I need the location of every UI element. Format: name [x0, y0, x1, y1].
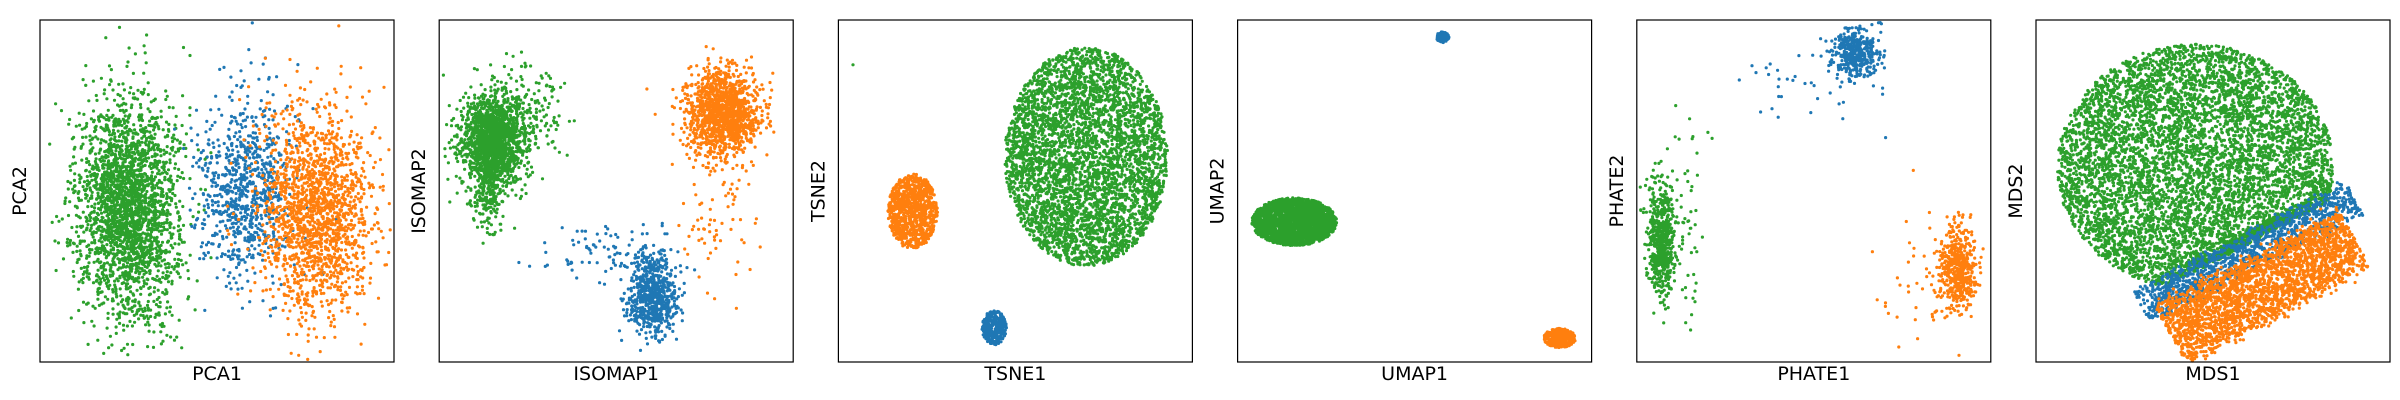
scatter-series-green-0	[1250, 196, 1339, 247]
scatter-series-orange-4	[653, 75, 762, 310]
scatter-series-orange-5	[1870, 168, 1985, 357]
scatter-series-green-0	[48, 25, 213, 357]
scatter-series-orange-1	[886, 172, 940, 250]
scatter-series-blue-5	[617, 221, 686, 352]
pca-plot-frame	[39, 19, 395, 363]
pca-x-axis-label: PCA1	[192, 363, 242, 385]
scatter-series-orange-2	[226, 24, 392, 361]
scatter-series-orange-3	[645, 45, 776, 206]
scatter-series-blue-1	[1435, 30, 1451, 45]
umap-points	[1250, 30, 1577, 350]
panel-isomap: ISOMAP1 ISOMAP2	[408, 19, 794, 385]
umap-plot-frame	[1236, 19, 1593, 363]
pca-y-axis-label: PCA2	[9, 166, 31, 216]
tsne-x-axis-label: TSNE1	[983, 363, 1046, 385]
scatter-series-blue-2	[980, 309, 1008, 347]
isomap-plot-frame	[438, 19, 794, 363]
umap-x-axis-label: UMAP1	[1381, 363, 1448, 385]
scatter-series-green-2	[500, 50, 576, 181]
scatter-series-green-0	[441, 52, 556, 230]
tsne-plot-frame	[837, 19, 1194, 363]
mds-y-axis-label: MDS2	[2005, 163, 2027, 218]
scatter-series-green-1	[1660, 104, 1714, 332]
panel-phate: PHATE1 PHATE2	[1606, 19, 1992, 385]
scatter-series-orange-4	[1927, 210, 1983, 319]
scatter-series-blue-3	[1737, 48, 1888, 140]
mds-points	[2056, 42, 2370, 363]
scatter-series-orange-2	[1542, 326, 1577, 350]
phate-x-axis-label: PHATE1	[1777, 363, 1850, 385]
phate-y-axis-label: PHATE2	[1606, 155, 1628, 228]
scatter-series-blue-6	[517, 223, 697, 286]
panel-tsne: TSNE1 TSNE2	[807, 19, 1194, 385]
isomap-y-axis-label: ISOMAP2	[408, 148, 430, 234]
panel-pca: PCA1 PCA2	[9, 19, 395, 385]
scatter-series-blue-2	[1819, 21, 1887, 90]
scatter-series-green-0	[2056, 42, 2334, 288]
isomap-points	[441, 45, 776, 352]
panel-umap: UMAP1 UMAP2	[1207, 19, 1593, 385]
phate-points	[1638, 21, 1985, 357]
panel-mds: MDS1 MDS2	[2005, 19, 2391, 385]
scatter-series-green-1	[465, 141, 513, 245]
pca-points	[48, 21, 392, 361]
tsne-y-axis-label: TSNE2	[807, 160, 829, 223]
umap-y-axis-label: UMAP2	[1207, 158, 1229, 225]
tsne-points	[851, 46, 1169, 347]
scatter-series-green-0	[1003, 46, 1169, 267]
scatter-series-orange-2	[2155, 205, 2370, 363]
scatter-series-green-0	[1638, 159, 1685, 325]
mds-x-axis-label: MDS1	[2185, 363, 2240, 385]
mds-plot-frame	[2035, 19, 2391, 363]
phate-plot-frame	[1636, 19, 1992, 363]
isomap-x-axis-label: ISOMAP1	[573, 363, 659, 385]
